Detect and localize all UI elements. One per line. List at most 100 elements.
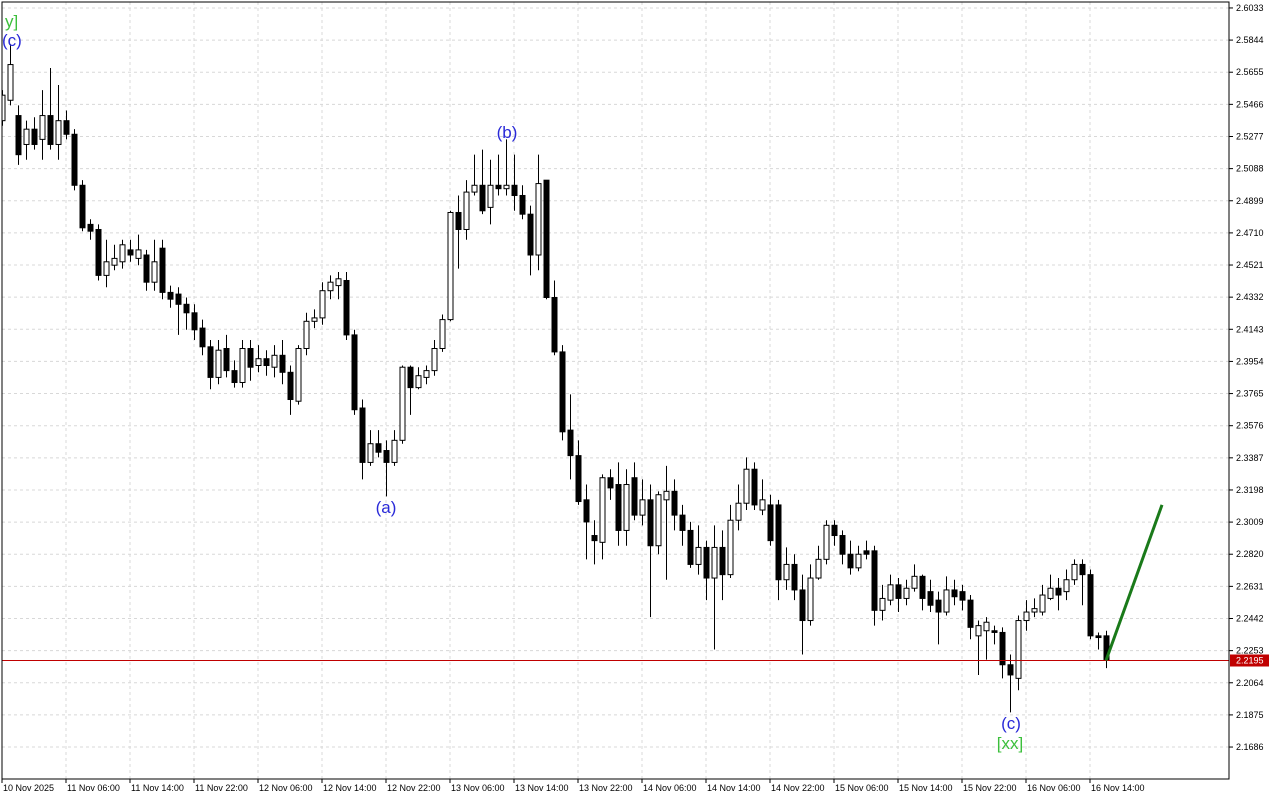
candle-body <box>583 499 590 523</box>
candle-body <box>119 244 126 263</box>
candle-body <box>919 575 926 599</box>
candle-body <box>647 499 654 547</box>
candle-body <box>879 597 886 611</box>
y-tick-label: 2.5466 <box>1236 99 1264 109</box>
candle-body <box>103 261 110 276</box>
y-tick-label: 2.4143 <box>1236 324 1264 334</box>
candle-body <box>591 535 598 542</box>
y-tick-label: 2.3765 <box>1236 389 1264 399</box>
y-tick-label: 2.2631 <box>1236 581 1264 591</box>
current-price-box <box>1230 654 1269 667</box>
candle-body <box>519 194 526 215</box>
candle-body <box>439 319 446 350</box>
candle-body <box>71 133 78 186</box>
candle-body <box>191 312 198 331</box>
candle-body <box>1087 574 1094 637</box>
y-tick-label: 2.1686 <box>1236 742 1264 752</box>
candle-body <box>239 348 246 384</box>
x-tick-label: 14 Nov 14:00 <box>707 783 761 793</box>
candle-body <box>775 504 782 581</box>
candle-body <box>151 261 158 283</box>
wave-label: (a) <box>376 498 397 517</box>
candle-body <box>999 631 1006 666</box>
y-tick-label: 2.1875 <box>1236 710 1264 720</box>
x-tick-label: 13 Nov 06:00 <box>451 783 505 793</box>
wave-label: (b) <box>497 123 518 142</box>
candle-body <box>471 184 478 193</box>
y-tick-label: 2.5088 <box>1236 164 1264 174</box>
candle-body <box>1031 608 1038 613</box>
candle-body <box>639 499 646 516</box>
candle-body <box>1063 579 1070 593</box>
candle-body <box>375 443 382 453</box>
candle-body <box>207 346 214 378</box>
x-tick-label: 10 Nov 2025 <box>3 783 54 793</box>
wave-label: (c) <box>1001 714 1021 733</box>
candle-body <box>391 439 398 463</box>
candle-body <box>607 477 614 489</box>
candle-body <box>511 184 518 196</box>
candle-body <box>111 257 118 266</box>
candle-body <box>959 591 966 601</box>
candle-body <box>1023 611 1030 622</box>
x-tick-label: 13 Nov 14:00 <box>515 783 569 793</box>
candle-body <box>175 293 182 305</box>
candle-body <box>415 375 422 389</box>
candle-body <box>223 348 230 372</box>
candle-body <box>1055 587 1062 596</box>
candle-body <box>847 553 854 569</box>
candle-body <box>655 494 662 547</box>
candle-body <box>327 281 334 292</box>
candle-body <box>383 450 390 463</box>
candle-body <box>263 358 270 367</box>
candle-body <box>15 115 22 156</box>
y-tick-label: 2.4899 <box>1236 196 1264 206</box>
candle-body <box>903 587 910 599</box>
candle-body <box>1015 620 1022 679</box>
candle-body <box>719 546 726 576</box>
candle-body <box>711 546 718 579</box>
candle-body <box>319 290 326 319</box>
candle-body <box>487 184 494 208</box>
candle-body <box>79 184 86 229</box>
candle-body <box>679 514 686 531</box>
wave-label: (c) <box>2 31 22 50</box>
candle-body <box>367 443 374 463</box>
candle-body <box>455 211 462 230</box>
candle-body <box>599 477 606 543</box>
y-tick-label: 2.3009 <box>1236 517 1264 527</box>
candle-body <box>1007 664 1014 676</box>
candle-body <box>247 348 254 368</box>
candle-body <box>991 630 998 633</box>
candle-body <box>431 348 438 372</box>
x-tick-label: 11 Nov 22:00 <box>195 783 248 793</box>
candle-body <box>423 370 430 378</box>
candle-body <box>735 502 742 521</box>
candle-body <box>527 213 534 256</box>
y-tick-label: 2.4710 <box>1236 228 1264 238</box>
x-tick-label: 16 Nov 06:00 <box>1027 783 1081 793</box>
candle-body <box>727 519 734 576</box>
candle-body <box>271 354 278 368</box>
candle-body <box>159 247 166 293</box>
candle-body <box>911 575 918 589</box>
candle-body <box>927 591 934 606</box>
candle-body <box>447 211 454 321</box>
x-tick-label: 15 Nov 14:00 <box>899 783 953 793</box>
y-tick-label: 2.3576 <box>1236 421 1264 431</box>
y-tick-label: 2.2442 <box>1236 613 1264 623</box>
candle-body <box>671 490 678 516</box>
x-tick-label: 13 Nov 22:00 <box>579 783 633 793</box>
candle-body <box>935 599 942 613</box>
grid <box>2 2 1229 779</box>
candle-body <box>343 279 350 336</box>
candle-body <box>167 291 174 300</box>
candle-body <box>95 228 102 276</box>
candle-body <box>87 223 94 232</box>
candle-body <box>407 366 414 389</box>
x-tick-label: 11 Nov 06:00 <box>67 783 120 793</box>
x-tick-label: 12 Nov 14:00 <box>323 783 377 793</box>
candle-body <box>1047 587 1054 599</box>
candle-body <box>23 128 30 145</box>
